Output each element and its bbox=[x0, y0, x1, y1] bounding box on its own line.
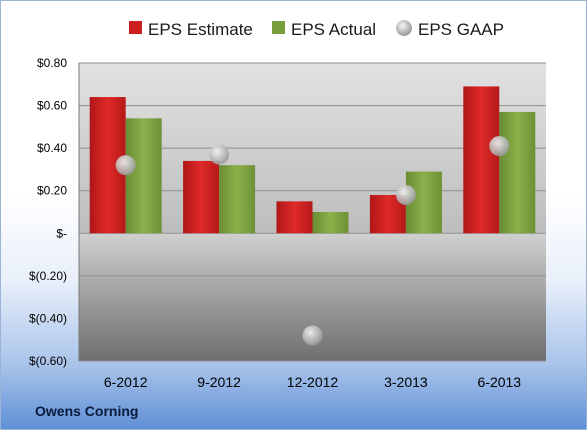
legend-item-estimate: EPS Estimate bbox=[129, 20, 253, 39]
y-tick-label: $(0.60) bbox=[29, 354, 67, 368]
legend-swatch-estimate bbox=[129, 21, 142, 34]
plot-area bbox=[79, 62, 546, 362]
legend-swatch-gaap bbox=[396, 20, 412, 36]
point-eps-gaap bbox=[209, 144, 230, 165]
x-tick-label: 12-2012 bbox=[287, 374, 339, 390]
bar-eps-estimate bbox=[463, 86, 500, 234]
bar-eps-actual bbox=[499, 111, 536, 234]
legend: EPS Estimate EPS Actual EPS GAAP bbox=[129, 20, 504, 39]
bar-eps-estimate bbox=[276, 201, 313, 234]
y-tick-label: $0.60 bbox=[37, 99, 67, 113]
bar-eps-actual bbox=[312, 212, 349, 234]
point-eps-gaap bbox=[395, 184, 416, 205]
y-tick-label: $0.20 bbox=[37, 184, 67, 198]
point-eps-gaap bbox=[302, 325, 323, 346]
legend-swatch-actual bbox=[272, 21, 285, 34]
y-tick-label: $0.80 bbox=[37, 56, 67, 70]
bar-eps-actual bbox=[219, 165, 256, 234]
legend-label-actual: EPS Actual bbox=[291, 20, 376, 39]
point-eps-gaap bbox=[489, 136, 510, 157]
x-tick-label: 3-2013 bbox=[384, 374, 428, 390]
legend-item-actual: EPS Actual bbox=[272, 20, 376, 39]
y-tick-label: $- bbox=[56, 226, 67, 240]
legend-label-estimate: EPS Estimate bbox=[148, 20, 253, 39]
bar-eps-estimate bbox=[183, 160, 220, 234]
x-tick-label: 6-2013 bbox=[478, 374, 522, 390]
point-eps-gaap bbox=[115, 155, 136, 176]
legend-label-gaap: EPS GAAP bbox=[418, 20, 504, 39]
y-tick-label: $(0.20) bbox=[29, 269, 67, 283]
company-name: Owens Corning bbox=[35, 403, 139, 419]
y-tick-label: $0.40 bbox=[37, 141, 67, 155]
x-axis: 6-2012 9-2012 12-2012 3-2013 6-2013 bbox=[104, 374, 521, 390]
y-tick-label: $(0.40) bbox=[29, 311, 67, 325]
legend-item-gaap: EPS GAAP bbox=[396, 20, 504, 39]
x-tick-label: 9-2012 bbox=[197, 374, 241, 390]
x-tick-label: 6-2012 bbox=[104, 374, 148, 390]
bar-eps-actual bbox=[125, 118, 162, 234]
y-axis: $0.80 $0.60 $0.40 $0.20 $- $(0.20) $(0.40) $(0.… bbox=[29, 56, 80, 368]
